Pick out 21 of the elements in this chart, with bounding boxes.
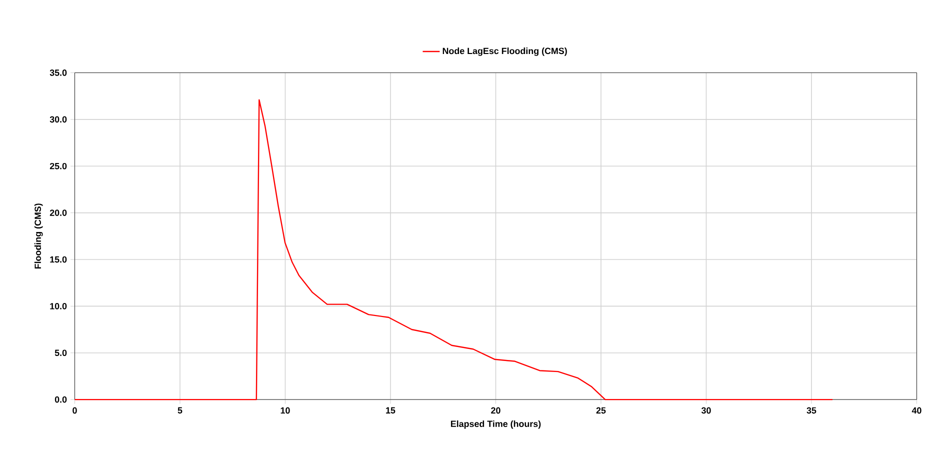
x-tick-label: 15 xyxy=(386,407,396,414)
line-series xyxy=(74,99,834,400)
y-axis-title: Flooding (CMS) xyxy=(34,203,43,268)
y-tick-label: 5.0 xyxy=(54,350,67,356)
y-tick-label: 30.0 xyxy=(50,116,67,122)
x-tick-label: 20 xyxy=(491,407,500,414)
x-tick-label: 35 xyxy=(806,407,816,414)
x-tick-label: 25 xyxy=(596,407,606,414)
x-tick-label: 10 xyxy=(280,407,290,414)
y-tick-label: 10.0 xyxy=(50,302,67,310)
x-tick-label: 30 xyxy=(701,407,711,414)
legend-label: Node LagEsc Flooding (CMS) xyxy=(442,47,567,56)
y-tick-label: 0.0 xyxy=(54,396,67,403)
x-tick-label: 5 xyxy=(178,407,182,414)
x-axis-title: Elapsed Time (hours) xyxy=(450,420,541,429)
x-tick-label: 40 xyxy=(912,407,922,414)
y-tick-label: 25.0 xyxy=(50,162,67,170)
x-tick-label: 0 xyxy=(72,407,77,414)
y-tick-label: 15.0 xyxy=(50,256,67,262)
y-tick-label: 20.0 xyxy=(50,209,67,216)
y-tick-label: 35.0 xyxy=(50,69,67,76)
